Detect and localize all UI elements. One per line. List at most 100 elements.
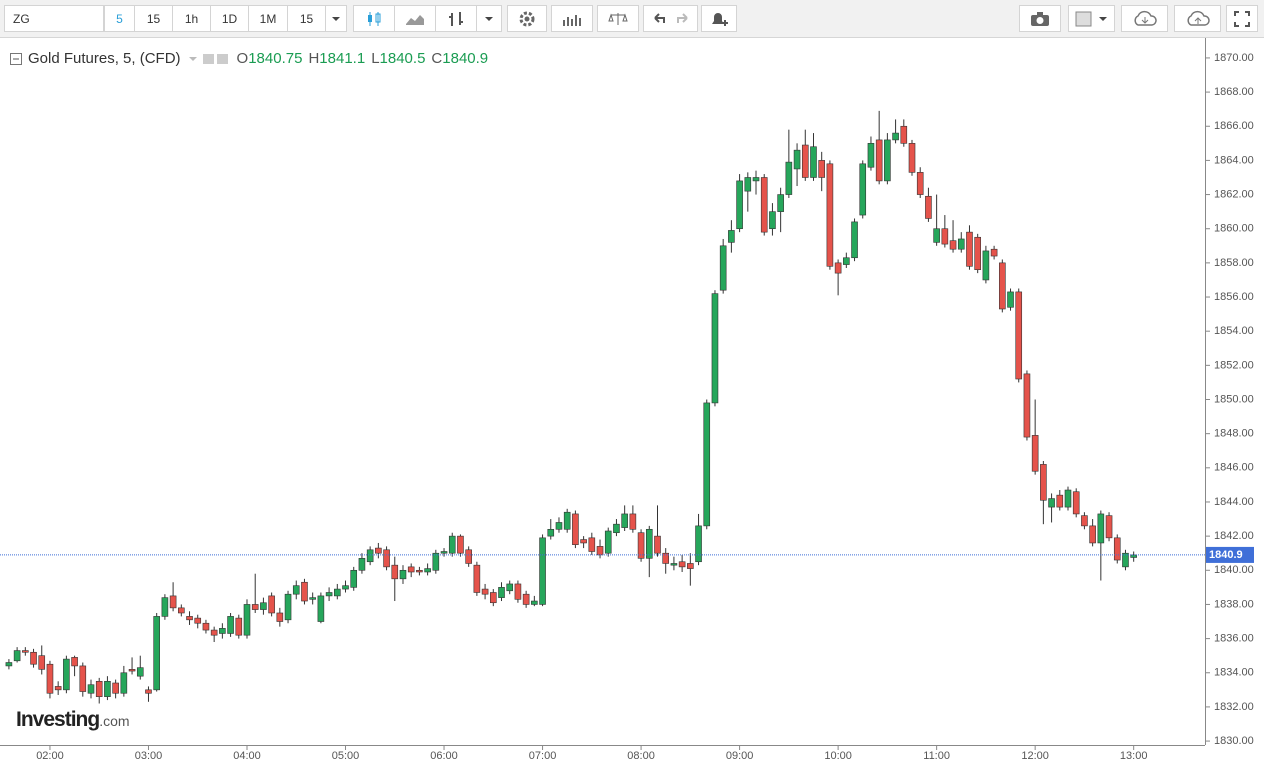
candle-body — [342, 585, 349, 590]
candle-body — [925, 195, 932, 219]
candle-body — [908, 143, 916, 173]
candle-body — [416, 569, 423, 573]
candle-body — [990, 248, 998, 257]
candle-body — [982, 250, 990, 281]
indicators-button[interactable] — [551, 5, 593, 32]
candle-body — [785, 161, 793, 195]
undo-redo-button[interactable] — [643, 5, 698, 32]
ohlc-key: O — [236, 50, 249, 67]
candle-body — [687, 563, 694, 569]
compare-button[interactable] — [597, 5, 639, 32]
interval-button[interactable]: 1M — [248, 5, 288, 32]
candle-body — [1113, 537, 1121, 561]
area-button[interactable] — [394, 5, 436, 32]
candle-body — [654, 535, 661, 554]
candle-body — [309, 597, 316, 600]
scales-icon — [608, 12, 628, 25]
candle-body — [522, 593, 530, 605]
legend-icons[interactable] — [187, 53, 231, 65]
candle-body — [637, 532, 645, 559]
interval-button[interactable]: 5 — [104, 5, 135, 32]
y-tick-label: 1834.00 — [1214, 667, 1254, 679]
settings-button[interactable] — [507, 5, 547, 32]
candle-body — [325, 592, 333, 597]
candle-body — [136, 667, 144, 677]
x-tick-label: 11:00 — [923, 750, 950, 762]
load-button[interactable] — [1121, 5, 1168, 32]
fullscreen-button[interactable] — [1226, 5, 1258, 32]
candle-body — [145, 689, 152, 694]
dropdown-button[interactable] — [476, 5, 502, 32]
candle-body — [473, 564, 481, 593]
screenshot-button[interactable] — [1019, 5, 1061, 32]
save-button[interactable] — [1174, 5, 1221, 32]
candle-body — [966, 231, 973, 267]
candle-body — [38, 655, 46, 670]
color-button[interactable] — [1068, 5, 1115, 32]
candle-body — [498, 587, 505, 598]
candle-body — [1023, 373, 1031, 438]
caret-icon — [485, 16, 493, 21]
y-tick-label: 1842.00 — [1214, 530, 1254, 542]
candle-body — [572, 513, 579, 545]
color-icon — [1075, 11, 1107, 26]
y-tick-label: 1846.00 — [1214, 462, 1254, 474]
candle-body — [645, 528, 653, 559]
candle-body — [670, 563, 678, 566]
y-tick-label: 1840.00 — [1214, 564, 1254, 576]
candle-body — [1105, 515, 1113, 539]
candle-body — [695, 525, 702, 563]
candle-body — [539, 537, 546, 605]
candle-body — [465, 549, 472, 564]
collapse-icon[interactable] — [10, 52, 22, 65]
x-tick-label: 02:00 — [36, 750, 64, 762]
ohlc-key: H — [308, 50, 320, 67]
interval-button[interactable]: 15 — [287, 5, 326, 32]
candle-body — [87, 684, 95, 694]
symbol-input[interactable]: ZG — [4, 5, 104, 32]
y-tick-label: 1830.00 — [1214, 735, 1254, 747]
candle-body — [1048, 498, 1055, 508]
candle-body — [1015, 291, 1023, 380]
y-tick-label: 1866.00 — [1214, 120, 1254, 132]
candle-body — [1130, 554, 1137, 558]
candle-body — [613, 523, 620, 534]
x-tick-label: 03:00 — [135, 750, 163, 762]
candles-button[interactable] — [353, 5, 395, 32]
interval-button[interactable]: 1D — [210, 5, 249, 32]
candle-body — [843, 257, 850, 265]
chart: 1830.00 1832.00 1834.00 1836.00 1838.00 1840.… — [0, 38, 1264, 771]
candle-body — [54, 686, 62, 691]
candle-body — [875, 139, 883, 182]
candle-body — [292, 585, 300, 595]
candle-body — [30, 651, 37, 665]
candle-body — [1122, 552, 1129, 568]
candle-body — [448, 535, 456, 554]
candle-body — [440, 551, 448, 554]
y-tick-label: 1860.00 — [1214, 223, 1254, 235]
x-tick-label: 05:00 — [332, 750, 360, 762]
candle-body — [95, 680, 103, 697]
candle-body — [703, 402, 711, 527]
interval-button[interactable]: 15 — [134, 5, 173, 32]
candle-body — [867, 143, 875, 168]
bars-button[interactable] — [435, 5, 477, 32]
candle-body — [588, 537, 596, 552]
toolbar: ZG 5 15 1h 1D 1M 15 — [0, 0, 1264, 38]
y-tick-label: 1844.00 — [1214, 496, 1254, 508]
interval-button[interactable]: 1h — [172, 5, 211, 32]
y-tick-label: 1848.00 — [1214, 428, 1254, 440]
candle-body — [112, 682, 119, 694]
alert-button[interactable] — [701, 5, 737, 32]
candle-body — [194, 617, 202, 624]
candle-body — [547, 528, 555, 537]
candle-body — [1007, 291, 1014, 308]
candle-body — [818, 160, 825, 178]
dropdown-button[interactable] — [325, 5, 347, 32]
candle-body — [752, 177, 760, 182]
candle-body — [358, 558, 366, 571]
candle-body — [744, 177, 752, 192]
candle-body — [629, 513, 637, 530]
candle-body — [186, 616, 193, 621]
